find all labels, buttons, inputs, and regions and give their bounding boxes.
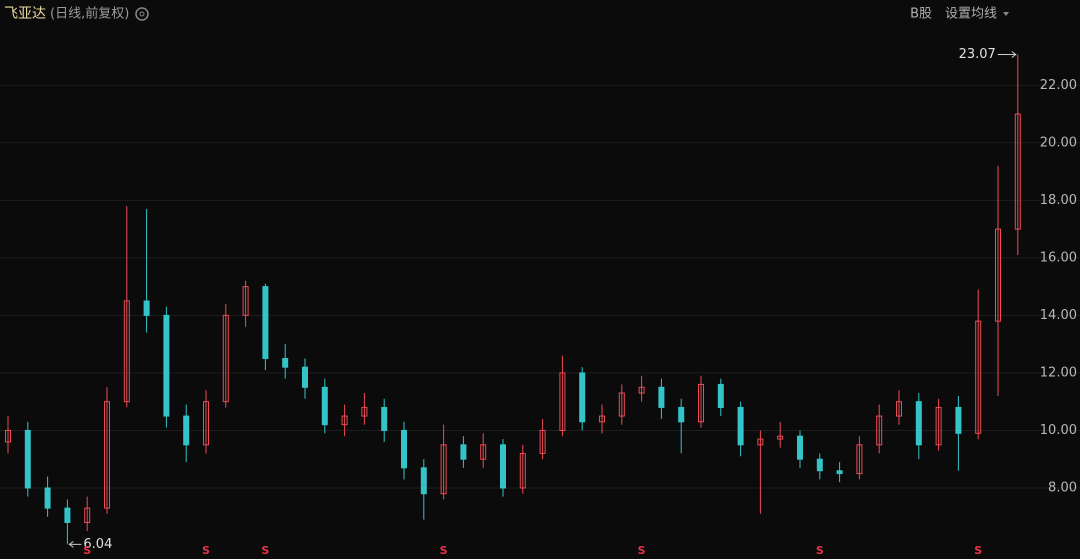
candle-body [955,406,962,434]
candle-body [856,444,863,475]
y-tick-label: 10.00 [1040,423,1077,438]
menu-label[interactable]: 设置均线 [945,7,997,22]
candle-body [302,366,308,388]
candle-body [203,401,209,446]
candle-body [282,358,289,368]
candle-body [321,386,328,426]
candle-body [638,386,645,394]
dropdown-arrow[interactable] [1003,12,1009,16]
candle-body [123,300,130,403]
candle-body [5,429,11,443]
candle-body [222,314,229,403]
candle-body [143,300,150,316]
min-label: 6.04 [83,537,112,552]
candle-body [678,406,685,423]
candle-body [876,415,883,446]
y-tick-label: 16.00 [1040,250,1077,265]
y-tick-label: 20.00 [1040,135,1077,150]
candle-body [975,320,982,434]
candle-body [559,372,566,431]
candle-body [24,429,31,489]
candle-body [995,228,1001,322]
candle-body [935,406,942,446]
candle-body [777,435,784,440]
candle-body [500,444,506,489]
signal-marker: S [202,544,210,557]
candle-body [737,406,744,446]
signal-marker: S [638,544,646,557]
signal-marker: S [83,544,91,557]
candle-body [104,401,110,509]
candle-body [64,507,71,523]
signal-marker: S [261,544,269,557]
max-arrow-head [1011,51,1017,58]
y-tick-label: 22.00 [1040,78,1077,93]
candle-body [440,444,447,495]
candle-body [262,286,269,360]
chart-subtitle: (日线,前复权) [50,6,129,22]
settings-icon[interactable] [135,7,149,21]
candle-body [618,392,625,417]
candle-body [816,458,823,472]
candle-body [698,383,704,423]
min-arrow-head [68,540,74,548]
candle-body [44,487,51,509]
candle-body [599,415,605,423]
signal-marker: S [974,544,982,557]
y-tick-label: 14.00 [1040,308,1077,323]
y-tick-label: 12.00 [1040,365,1077,380]
signal-marker: S [440,544,448,557]
candle-body [163,314,170,417]
candle-body [480,444,487,460]
chart-title: 飞亚达 [4,6,46,22]
candle-body [361,406,368,417]
gear[interactable] [135,7,149,21]
candle-body [242,286,249,316]
candle-body [836,470,843,475]
candle-body [717,383,724,408]
market-label[interactable]: B股 [910,7,932,22]
candle-body [460,444,467,460]
y-tick-label: 18.00 [1040,193,1077,208]
candle-body [539,429,546,454]
candle-body [797,435,803,460]
signal-marker: S [816,544,824,557]
candle-body [658,386,665,408]
candle-body [183,415,190,446]
gear-center [139,11,145,17]
candle-body [401,429,407,469]
candle-body [420,467,427,495]
candle-body [519,452,526,489]
max-label: 23.07 [959,47,996,62]
candle-body [381,406,388,431]
candle-body [757,438,764,446]
candle-body [579,372,586,423]
candle-body [915,401,922,446]
candle-body [1014,113,1021,230]
candle-body [341,415,348,426]
y-tick-label: 8.00 [1048,480,1077,495]
candle-body [896,401,902,417]
candle-body [84,507,91,523]
